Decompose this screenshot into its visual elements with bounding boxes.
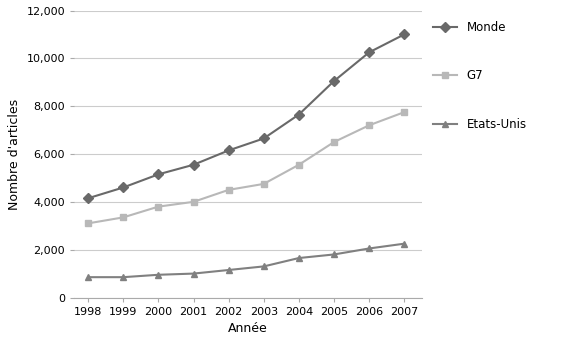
Etats-Unis xyxy=(120,275,127,279)
Monde xyxy=(120,186,127,190)
Etats-Unis xyxy=(155,273,162,277)
Etats-Unis xyxy=(190,272,197,276)
Monde xyxy=(331,79,337,83)
Line: Monde: Monde xyxy=(85,31,408,202)
G7 xyxy=(120,215,127,219)
Legend: Monde, G7, Etats-Unis: Monde, G7, Etats-Unis xyxy=(429,16,531,135)
Line: Etats-Unis: Etats-Unis xyxy=(85,240,408,281)
Monde xyxy=(190,163,197,167)
Etats-Unis xyxy=(366,246,373,251)
Etats-Unis xyxy=(295,256,302,260)
X-axis label: Année: Année xyxy=(228,322,268,335)
Monde xyxy=(260,136,267,141)
Y-axis label: Nombre d'articles: Nombre d'articles xyxy=(8,98,21,210)
G7 xyxy=(225,188,232,192)
Etats-Unis xyxy=(401,241,408,246)
Monde xyxy=(155,172,162,176)
Line: G7: G7 xyxy=(85,108,408,227)
G7 xyxy=(401,110,408,114)
Etats-Unis xyxy=(85,275,92,279)
G7 xyxy=(331,140,337,144)
Etats-Unis xyxy=(260,264,267,268)
G7 xyxy=(260,182,267,186)
G7 xyxy=(85,221,92,225)
Etats-Unis xyxy=(225,268,232,272)
G7 xyxy=(295,163,302,167)
Monde xyxy=(401,32,408,36)
Monde xyxy=(225,148,232,153)
Monde xyxy=(85,196,92,200)
G7 xyxy=(366,123,373,127)
G7 xyxy=(190,200,197,204)
Etats-Unis xyxy=(331,252,337,257)
Monde xyxy=(366,50,373,55)
G7 xyxy=(155,204,162,209)
Monde xyxy=(295,112,302,117)
